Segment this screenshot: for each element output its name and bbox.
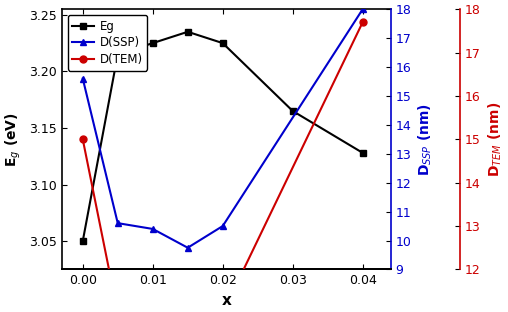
Eg bbox=[150, 41, 156, 45]
D(TEM) bbox=[80, 137, 86, 141]
D(SSP) bbox=[185, 246, 191, 250]
Line: D(SSP): D(SSP) bbox=[79, 6, 366, 251]
D(SSP) bbox=[219, 224, 226, 228]
Eg bbox=[290, 109, 296, 113]
D(TEM) bbox=[115, 311, 121, 312]
Eg bbox=[115, 52, 121, 56]
Line: Eg: Eg bbox=[79, 28, 366, 245]
Eg bbox=[80, 239, 86, 243]
Eg bbox=[185, 30, 191, 34]
Y-axis label: E$_{g}$ (eV): E$_{g}$ (eV) bbox=[4, 112, 23, 167]
D(SSP) bbox=[115, 221, 121, 225]
X-axis label: x: x bbox=[221, 293, 231, 308]
D(SSP) bbox=[80, 77, 86, 80]
Legend: Eg, D(SSP), D(TEM): Eg, D(SSP), D(TEM) bbox=[68, 15, 147, 71]
Eg bbox=[360, 151, 366, 155]
D(SSP) bbox=[360, 7, 366, 11]
Y-axis label: D$_{TEM}$ (nm): D$_{TEM}$ (nm) bbox=[487, 102, 504, 177]
Line: D(TEM): D(TEM) bbox=[79, 19, 366, 312]
D(SSP) bbox=[150, 227, 156, 231]
D(TEM) bbox=[219, 311, 226, 312]
Eg bbox=[219, 41, 226, 45]
Y-axis label: D$_{SSP}$ (nm): D$_{SSP}$ (nm) bbox=[417, 103, 434, 176]
D(TEM) bbox=[360, 20, 366, 24]
